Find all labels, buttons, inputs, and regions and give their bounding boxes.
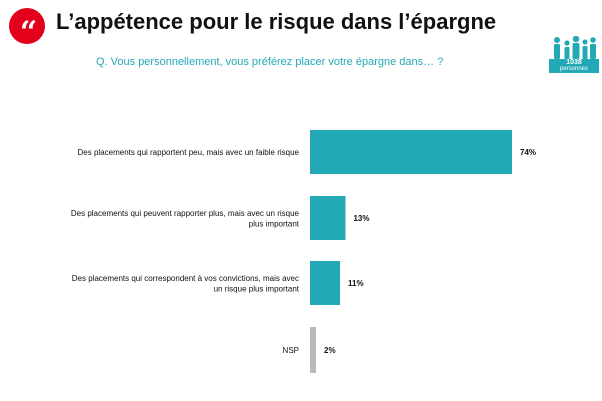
quote-icon: “ — [19, 15, 37, 50]
value-label-4: 2% — [324, 346, 336, 355]
category-label-3: Des placements qui correspondent à vos c… — [72, 274, 300, 294]
people-icon — [554, 36, 596, 59]
sample-count: 1038 — [566, 59, 582, 66]
category-label-4: NSP — [283, 346, 299, 355]
bar-3 — [310, 261, 341, 305]
bar-1 — [310, 130, 512, 174]
question-text: Q. Vous personnellement, vous préférez p… — [96, 56, 444, 68]
value-label-2: 13% — [353, 214, 369, 223]
value-label-3: 11% — [348, 279, 364, 288]
bar-2 — [310, 196, 346, 240]
quote-badge: “ — [9, 8, 45, 50]
sample-unit: personnes — [559, 66, 589, 72]
page-title: L’appétence pour le risque dans l’épargn… — [56, 9, 497, 34]
sample-size-badge: 1038 personnes — [549, 36, 599, 74]
bar-4 — [310, 327, 316, 373]
sample-size-box: 1038 personnes — [549, 59, 599, 73]
category-label-1: Des placements qui rapportent peu, mais … — [78, 148, 300, 157]
value-label-1: 74% — [520, 148, 536, 157]
category-label-2: Des placements qui peuvent rapporter plu… — [71, 209, 300, 229]
